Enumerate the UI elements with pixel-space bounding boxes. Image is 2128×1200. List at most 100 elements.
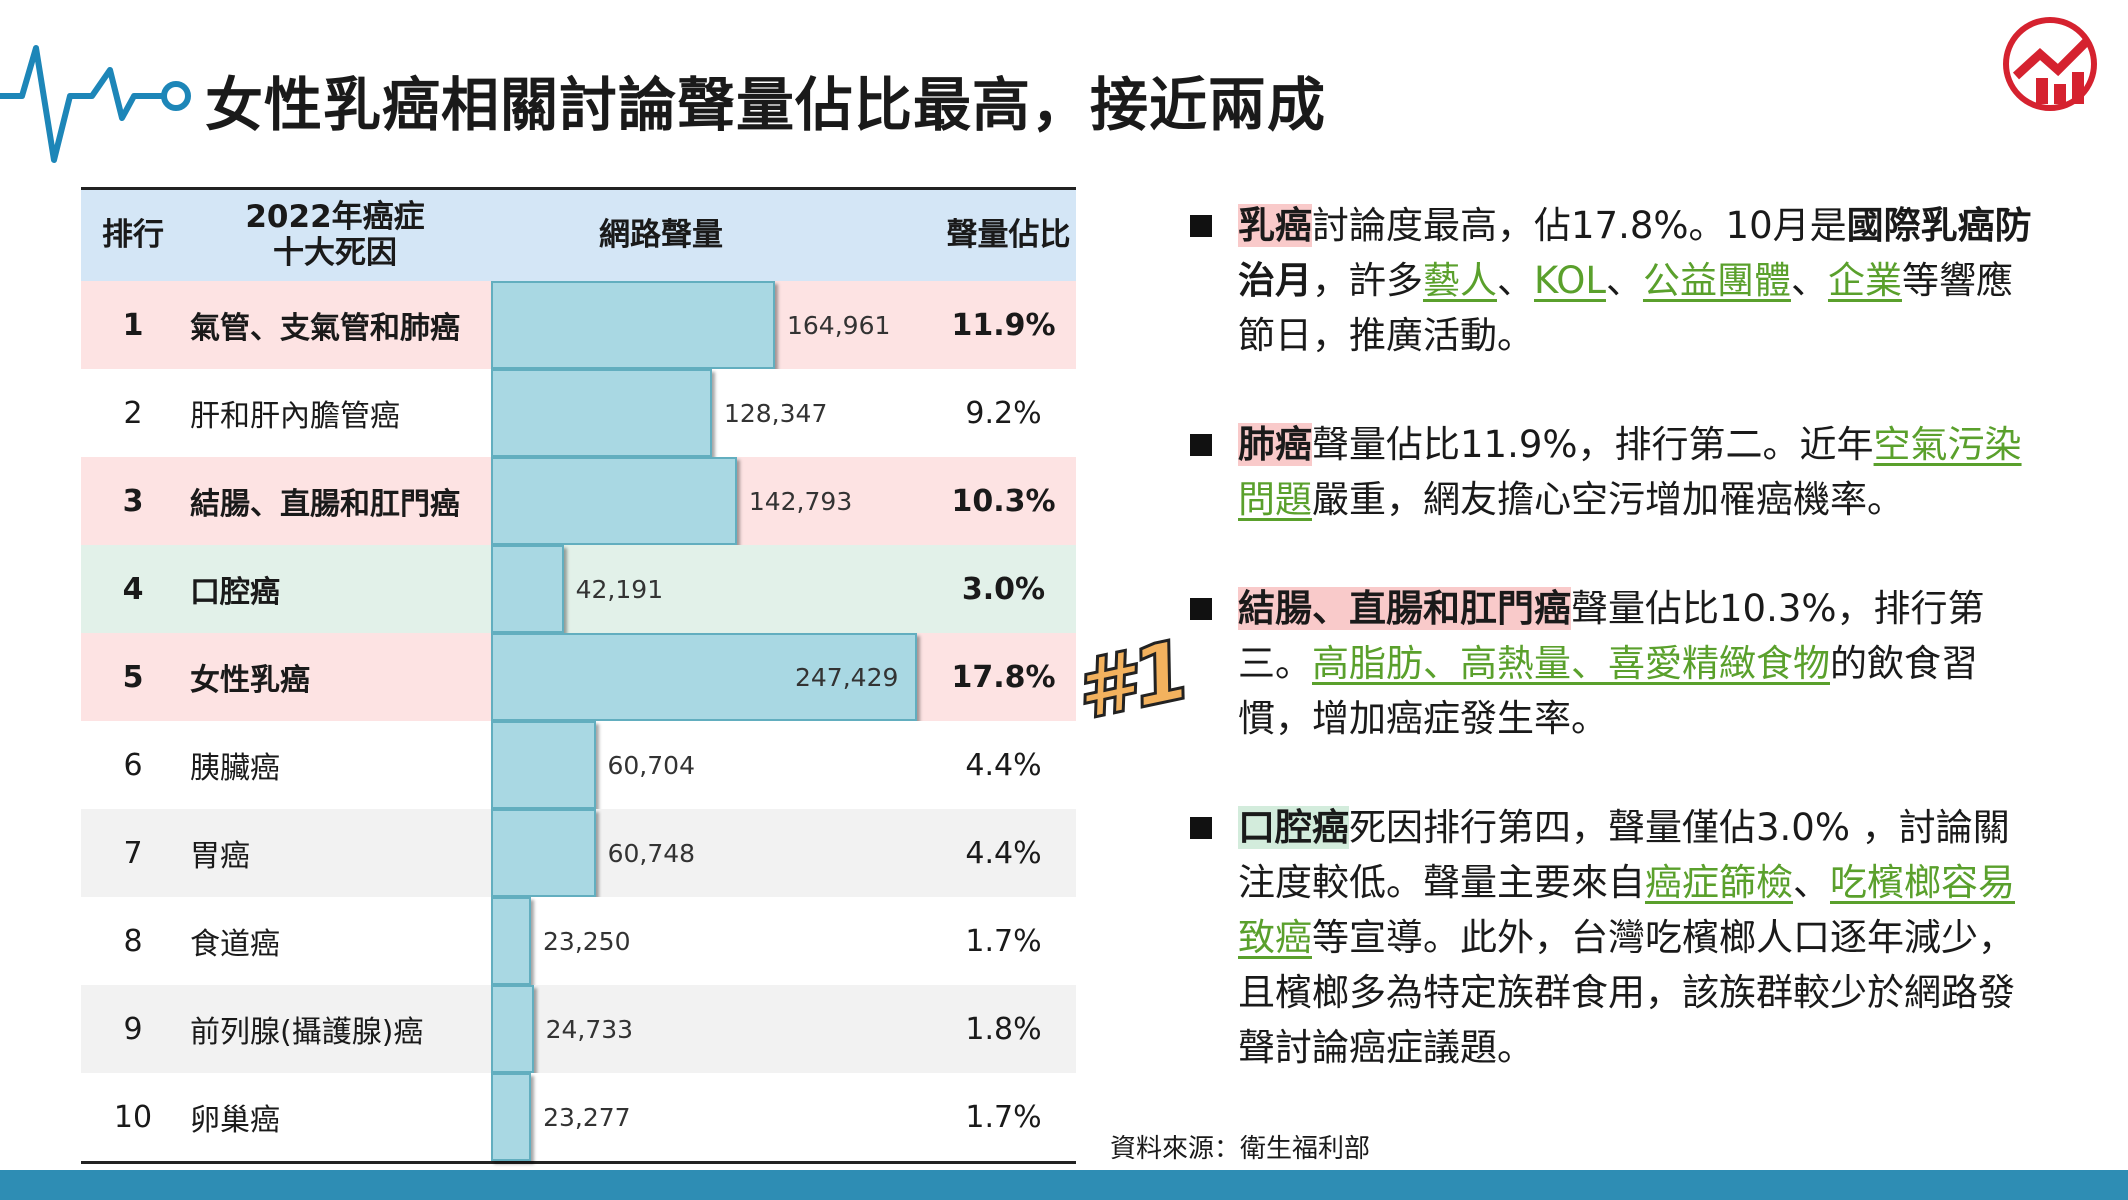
text-segment: 國際乳癌防治月 bbox=[1238, 204, 2032, 302]
share-cell: 1.7% bbox=[965, 1099, 1042, 1135]
text-segment: 藝人 bbox=[1423, 259, 1497, 302]
value-label: 142,793 bbox=[748, 486, 853, 516]
bar bbox=[491, 985, 534, 1073]
bullet: 結腸、直腸和肛門癌聲量佔比10.3%，排行第三。高脂肪、高熱量、喜愛精緻食物的飲… bbox=[1190, 581, 2040, 746]
text-segment: 口腔癌 bbox=[1238, 806, 1349, 849]
name-cell: 前列腺(攝護腺)癌 bbox=[190, 1015, 424, 1050]
text-segment: 等響應節日，推廣活動。 bbox=[1238, 259, 2013, 357]
value-label: 24,733 bbox=[545, 1014, 634, 1044]
value-label: 42,191 bbox=[575, 574, 664, 604]
name-cell: 胃癌 bbox=[190, 839, 250, 874]
value-label: 128,347 bbox=[723, 398, 828, 428]
rank-cell: 5 bbox=[122, 659, 144, 695]
header-cell: 2022年癌症 十大死因 bbox=[245, 198, 425, 271]
text-segment: 嚴重，網友擔心空污增加罹癌機率。 bbox=[1312, 478, 1904, 521]
bullet-list: 乳癌討論度最高，佔17.8%。10月是國際乳癌防治月，許多藝人、KOL、公益團體… bbox=[1190, 198, 2040, 1129]
share-cell: 1.7% bbox=[965, 923, 1042, 959]
badge: #1 bbox=[1080, 630, 1190, 740]
text-segment: 吃檳榔容易致癌 bbox=[1238, 861, 2015, 959]
header-cell: 網路聲量 bbox=[599, 216, 723, 253]
name-cell: 胰臟癌 bbox=[190, 751, 280, 786]
rank-cell: 2 bbox=[123, 395, 143, 431]
value-label: 247,429 bbox=[795, 662, 899, 692]
bar bbox=[491, 897, 532, 985]
text-segment: 乳癌 bbox=[1238, 204, 1312, 247]
text-segment: 死因排行第四，聲量僅佔3.0% ，討論關注度較低。聲量主要來自 bbox=[1238, 806, 2010, 904]
name-cell: 口腔癌 bbox=[190, 575, 280, 610]
share-cell: 4.4% bbox=[965, 747, 1042, 783]
table-row: 2 肝和肝內膽管癌 128,347 9.2% bbox=[81, 369, 1076, 457]
table-rule bbox=[81, 1161, 1076, 1164]
logo bbox=[2003, 17, 2097, 111]
value-label: 23,250 bbox=[543, 926, 631, 956]
value-label: 23,277 bbox=[543, 1102, 631, 1132]
rank-cell: 4 bbox=[122, 571, 144, 607]
share-cell: 1.8% bbox=[965, 1011, 1042, 1047]
table-header: 排行 2022年癌症 十大死因 網路聲量 聲量佔比 bbox=[81, 187, 1076, 281]
text-segment: 高脂肪、高熱量、喜愛精緻食物 bbox=[1312, 642, 1830, 685]
table-body: 1 氣管、支氣管和肺癌 164,961 11.9% 2 肝和肝內膽管癌 128,347 9.2… bbox=[81, 281, 1076, 1161]
text-segment: 、 bbox=[1790, 259, 1828, 302]
value-label: 60,704 bbox=[607, 750, 695, 780]
text-segment: 公益團體 bbox=[1642, 259, 1791, 302]
rank-cell: 9 bbox=[123, 1011, 143, 1047]
source: 資料來源：衛生福利部 bbox=[1110, 1134, 1371, 1164]
text-segment: 結腸、直腸和肛門癌 bbox=[1238, 587, 1571, 630]
bar bbox=[491, 1073, 532, 1161]
bullet: 口腔癌死因排行第四，聲量僅佔3.0% ，討論關注度較低。聲量主要來自癌症篩檢、吃… bbox=[1190, 800, 2040, 1075]
text-segment: 空氣污染問題 bbox=[1238, 423, 2022, 521]
rank-cell: 3 bbox=[122, 483, 144, 519]
bullet-marker bbox=[1190, 817, 1212, 839]
table-row: 5 女性乳癌 247,429 17.8% bbox=[81, 633, 1076, 721]
share-cell: 9.2% bbox=[965, 395, 1042, 431]
text-segment: 、 bbox=[1793, 861, 1830, 904]
text-segment: 、 bbox=[1497, 259, 1534, 302]
text-segment: 的飲食習慣，增加癌症發生率。 bbox=[1238, 642, 1978, 740]
bullet-marker bbox=[1190, 434, 1212, 456]
rank-cell: 1 bbox=[122, 307, 144, 343]
bullet: 乳癌討論度最高，佔17.8%。10月是國際乳癌防治月，許多藝人、KOL、公益團體… bbox=[1190, 198, 2040, 363]
footer-bar bbox=[0, 1170, 2128, 1200]
title: 女性乳癌相關討論聲量佔比最高，接近兩成 bbox=[205, 71, 1327, 139]
name-cell: 食道癌 bbox=[190, 927, 280, 962]
rank-cell: 7 bbox=[123, 835, 143, 871]
text-segment: 等宣導。此外，台灣吃檳榔人口逐年減少，且檳榔多為特定族群食用，該族群較少於網路發… bbox=[1238, 916, 2015, 1069]
name-cell: 結腸、直腸和肛門癌 bbox=[190, 487, 460, 522]
rank-cell: 10 bbox=[113, 1099, 153, 1135]
bar bbox=[491, 633, 917, 721]
name-cell: 肝和肝內膽管癌 bbox=[190, 399, 400, 434]
table-row: 9 前列腺(攝護腺)癌 24,733 1.8% bbox=[81, 985, 1076, 1073]
pulse-icon bbox=[0, 45, 191, 163]
text-segment: 肺癌 bbox=[1238, 423, 1312, 466]
bullet: 肺癌聲量佔比11.9%，排行第二。近年空氣污染問題嚴重，網友擔心空污增加罹癌機率… bbox=[1190, 417, 2040, 527]
share-cell: 17.8% bbox=[951, 659, 1056, 695]
text-segment: 討論度最高，佔17.8%。10月是 bbox=[1312, 204, 1847, 247]
table-row: 3 結腸、直腸和肛門癌 142,793 10.3% bbox=[81, 457, 1076, 545]
table-row: 8 食道癌 23,250 1.7% bbox=[81, 897, 1076, 985]
table: 排行 2022年癌症 十大死因 網路聲量 聲量佔比 1 氣管、支氣管和肺癌 164,… bbox=[81, 187, 1076, 1164]
share-cell: 11.9% bbox=[951, 307, 1056, 343]
table-row: 1 氣管、支氣管和肺癌 164,961 11.9% bbox=[81, 281, 1076, 369]
text-segment: 、 bbox=[1605, 259, 1643, 302]
text-segment: 聲量佔比10.3%，排行第三。 bbox=[1238, 587, 1985, 685]
text-segment: KOL bbox=[1534, 259, 1606, 302]
bullet-marker bbox=[1190, 598, 1212, 620]
header-cell: 聲量佔比 bbox=[946, 216, 1071, 253]
text-segment: 聲量佔比11.9%，排行第二。近年 bbox=[1312, 423, 1874, 466]
badge-text: #1 bbox=[1080, 630, 1190, 739]
table-row: 6 胰臟癌 60,704 4.4% bbox=[81, 721, 1076, 809]
rank-cell: 8 bbox=[123, 923, 143, 959]
name-cell: 氣管、支氣管和肺癌 bbox=[190, 311, 460, 346]
text-segment: 企業 bbox=[1827, 259, 1902, 302]
bar bbox=[491, 545, 564, 633]
share-cell: 3.0% bbox=[961, 571, 1046, 607]
rank-cell: 6 bbox=[123, 747, 143, 783]
table-row: 10 卵巢癌 23,277 1.7% bbox=[81, 1073, 1076, 1161]
bar bbox=[491, 369, 712, 457]
text-segment: 癌症篩檢 bbox=[1645, 861, 1793, 904]
value-label: 164,961 bbox=[787, 310, 891, 340]
share-cell: 10.3% bbox=[951, 483, 1056, 519]
text-segment: ，許多 bbox=[1312, 259, 1423, 302]
name-cell: 卵巢癌 bbox=[190, 1103, 280, 1138]
